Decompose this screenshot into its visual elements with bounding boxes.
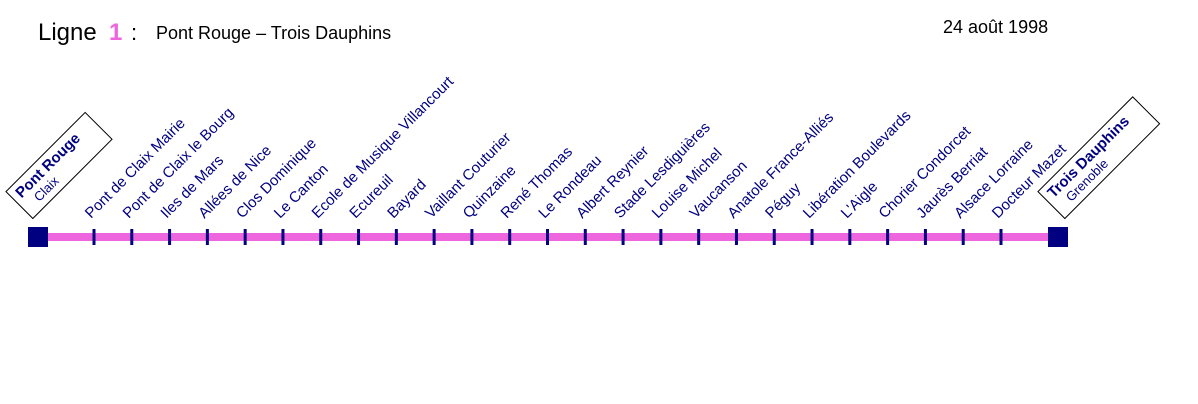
terminal-square: [28, 227, 48, 247]
date: 24 août 1998: [943, 17, 1048, 37]
terminal-square: [1048, 227, 1068, 247]
line-number: 1: [109, 19, 122, 46]
separator: :: [131, 20, 137, 45]
route: Pont Rouge – Trois Dauphins: [156, 23, 391, 43]
line-word: Ligne: [38, 19, 97, 46]
